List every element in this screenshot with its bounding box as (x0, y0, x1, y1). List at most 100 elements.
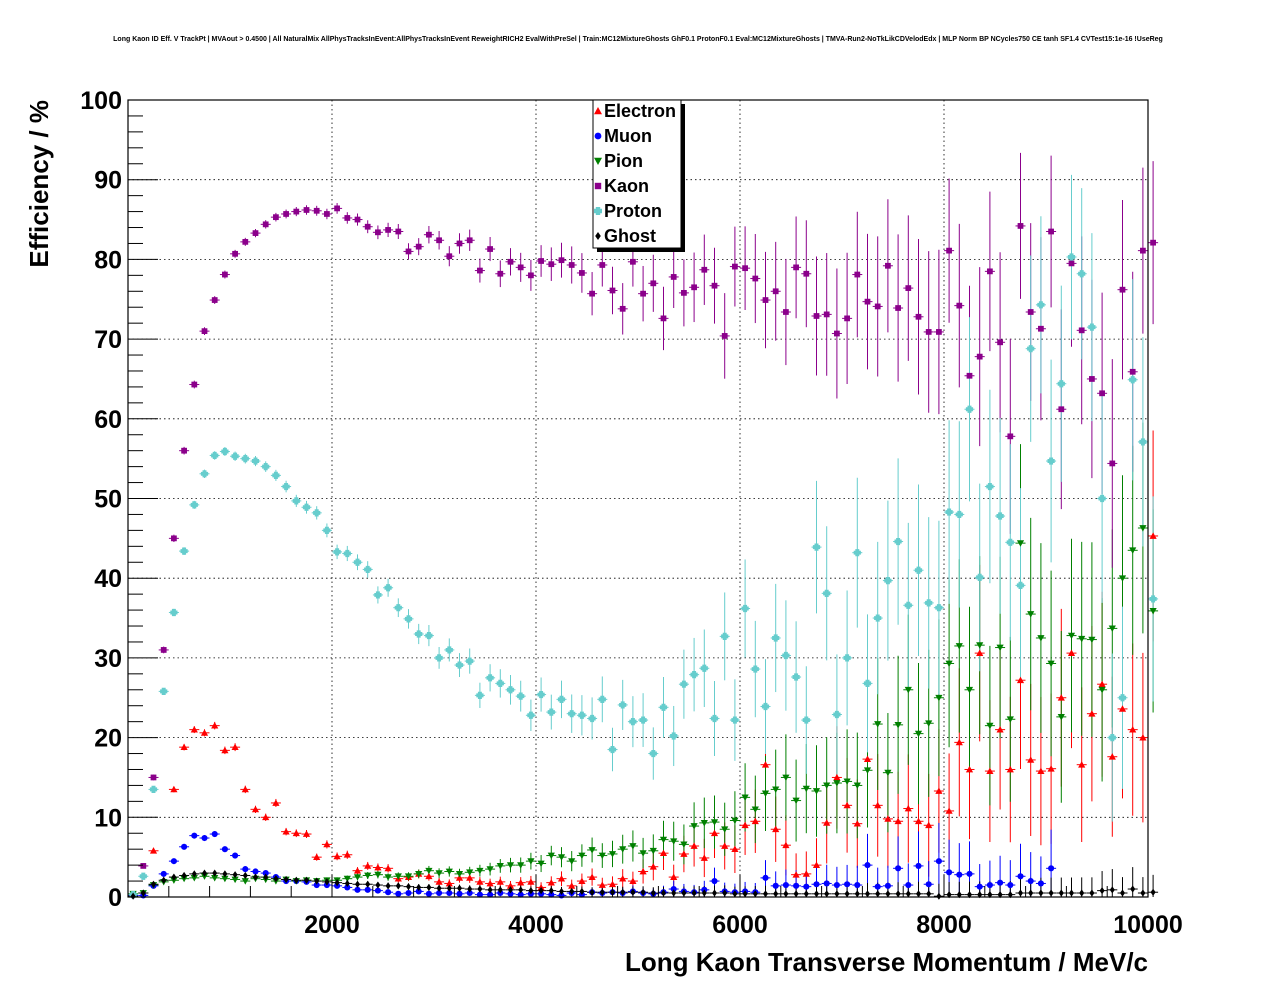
proton-point (772, 634, 780, 642)
legend-label-muon: Muon (604, 126, 652, 146)
ghost-point (742, 890, 748, 898)
proton-point (1088, 323, 1096, 331)
electron-point (517, 879, 525, 886)
pion-point (1078, 635, 1086, 643)
muon-point (385, 889, 392, 896)
muon-point (160, 870, 167, 877)
pion-point (1149, 607, 1157, 615)
electron-point (904, 804, 912, 812)
kaon-point (874, 303, 881, 310)
ghost-point (1068, 889, 1075, 897)
muon-point (1027, 878, 1034, 885)
kaon-point (1068, 260, 1075, 267)
ghost-point (660, 889, 667, 897)
proton-point (1057, 380, 1065, 388)
ghost-point (1048, 889, 1054, 897)
proton-point (1149, 595, 1157, 603)
legend-entry-ghost: Ghost (595, 226, 656, 246)
proton-point (741, 604, 749, 613)
proton-point (904, 601, 912, 609)
muon-point (966, 870, 973, 877)
muon-point (211, 830, 218, 838)
electron-point (1088, 710, 1096, 717)
electron-point (547, 879, 555, 886)
muon-point (946, 869, 953, 876)
proton-point (894, 537, 902, 546)
ghost-point (1058, 889, 1064, 897)
ghost-point (446, 884, 452, 892)
ghost-point (1079, 889, 1085, 897)
proton-point (221, 447, 229, 456)
proton-point (394, 604, 402, 612)
electron-point (1108, 753, 1116, 760)
kaon-point (517, 264, 524, 271)
legend-marker-proton (594, 207, 602, 215)
ghost-point (875, 890, 881, 898)
pion-point (527, 858, 535, 865)
electron-point (557, 875, 566, 882)
kaon-point (1007, 433, 1014, 440)
muon-point (884, 882, 891, 889)
ghost-point (701, 889, 707, 897)
proton-point (364, 565, 372, 574)
proton-point (935, 604, 943, 612)
ghost-point (1089, 889, 1095, 897)
electron-point (731, 845, 739, 853)
pion-point (955, 643, 963, 650)
kaon-point (885, 262, 891, 269)
pion-point (598, 852, 606, 860)
legend-entry-proton: Proton (594, 201, 662, 221)
ghost-point (314, 877, 320, 885)
ghost-point (467, 885, 473, 893)
proton-point (863, 679, 872, 688)
ghost-point (1119, 889, 1126, 897)
proton-point (700, 664, 708, 672)
ghost-point (436, 884, 442, 892)
ghost-point (711, 889, 718, 897)
kaon-point (640, 290, 646, 297)
electron-point (721, 842, 729, 849)
pion-point (619, 846, 627, 853)
proton-point (425, 631, 433, 640)
ghost-point (130, 892, 136, 900)
electron-point (1016, 676, 1025, 684)
muon-point (405, 889, 412, 897)
error-bars (128, 152, 1159, 897)
ghost-point (477, 885, 483, 893)
pion-point (343, 875, 351, 883)
y-tick-label: 100 (80, 87, 122, 115)
ghost-point (252, 873, 259, 881)
kaon-point (201, 328, 208, 335)
proton-point (343, 549, 351, 558)
kaon-point (772, 288, 779, 295)
kaon-point (1150, 239, 1156, 246)
electron-point (180, 743, 188, 751)
proton-point (761, 702, 770, 711)
kaon-point (589, 290, 595, 297)
ghost-point (579, 887, 585, 896)
ghost-point (671, 889, 677, 897)
muon-point (935, 858, 942, 865)
pion-point (404, 873, 413, 880)
ghost-point (1140, 889, 1146, 897)
electron-point (445, 879, 453, 887)
muon-point (191, 832, 198, 839)
proton-point (517, 692, 525, 700)
ghost-point (589, 888, 595, 896)
proton-point (965, 405, 974, 413)
proton-point (649, 749, 657, 758)
ghost-point (293, 876, 299, 884)
y-tick-label: 30 (94, 645, 122, 673)
kaon-point (936, 329, 942, 335)
ghost-point (354, 880, 361, 888)
muon-point (354, 886, 361, 893)
pion-point (1027, 611, 1035, 618)
kaon-point (1119, 286, 1126, 293)
kaon-point (579, 270, 585, 276)
electron-point (313, 853, 321, 861)
pion-point (557, 854, 566, 861)
legend-box (592, 99, 682, 249)
ghost-point (783, 890, 789, 898)
pion-point (710, 819, 719, 826)
